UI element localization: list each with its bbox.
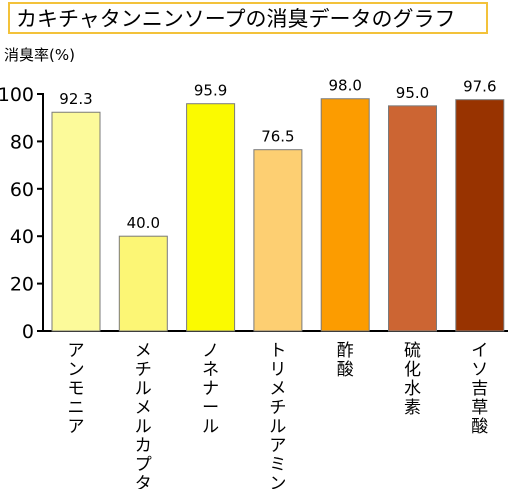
x-tick-label: イソ吉草酸	[471, 341, 488, 437]
bar	[455, 99, 505, 332]
data-label: 95.9	[194, 82, 227, 100]
data-label: 97.6	[463, 78, 496, 96]
bar	[388, 105, 437, 332]
x-tick-label: メチルメルカプタン	[135, 341, 152, 489]
y-tick-label: 60	[10, 179, 34, 201]
x-tick-label: トリメチルアミン	[269, 341, 286, 489]
bar	[320, 98, 370, 332]
y-axis-label: 消臭率(%)	[4, 46, 75, 64]
chart-title: カキチャタンニンソープの消臭データのグラフ	[16, 7, 456, 31]
data-label: 95.0	[396, 84, 429, 102]
y-tick-label: 20	[10, 274, 34, 296]
data-label: 40.0	[127, 214, 160, 232]
bar	[186, 103, 236, 332]
data-label: 76.5	[261, 128, 294, 146]
y-tick-label: 0	[22, 321, 34, 343]
y-tick-label: 80	[10, 131, 34, 153]
x-tick-label: ノネナール	[202, 341, 219, 437]
chart-title-box: カキチャタンニンソープの消臭データのグラフ	[8, 2, 488, 34]
data-label: 92.3	[59, 90, 92, 108]
y-tick-label: 100	[0, 84, 34, 106]
y-tick-label: 40	[10, 226, 34, 248]
bar	[118, 235, 168, 332]
x-tick-label: 酢酸	[337, 341, 354, 380]
x-tick-label: アンモニア	[68, 341, 85, 437]
x-tick-label: 硫化水素	[404, 341, 421, 418]
bar	[51, 111, 101, 332]
data-label: 98.0	[328, 77, 361, 95]
bar	[253, 149, 303, 332]
